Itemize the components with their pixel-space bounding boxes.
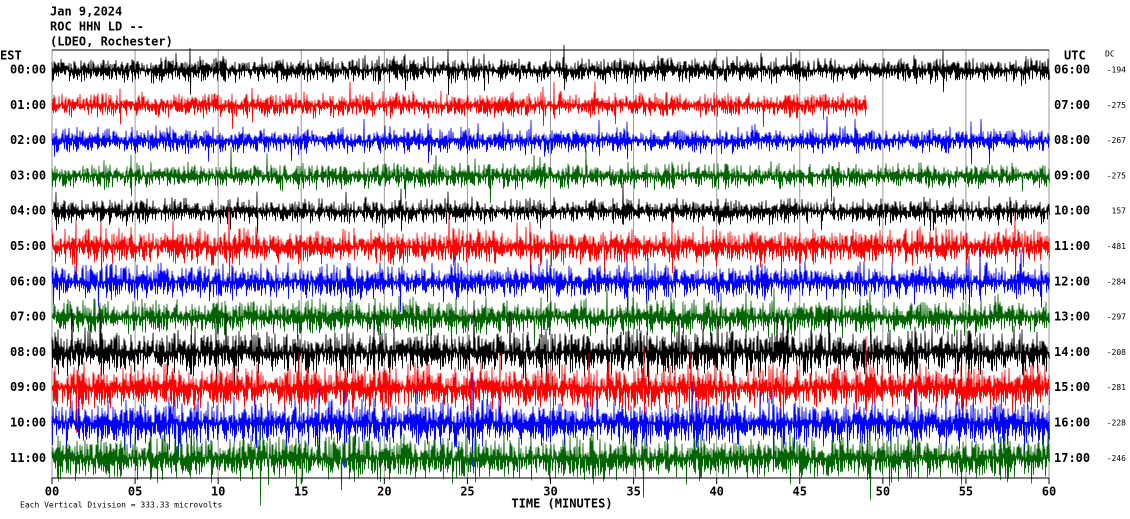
x-tick-label: 20 [377, 485, 391, 499]
x-tick-label: 00 [45, 485, 59, 499]
x-tick-label: 45 [793, 485, 807, 499]
trace [51, 248, 1050, 315]
x-tick-label: 50 [876, 485, 890, 499]
est-label: 09:00 [10, 380, 46, 394]
title-line: Jan 9,2024 [50, 5, 122, 19]
trace [51, 287, 1050, 349]
utc-label: 08:00 [1054, 133, 1090, 147]
dc-value: -208 [1107, 348, 1126, 357]
x-tick-label: 30 [543, 485, 557, 499]
x-axis-title: TIME (MINUTES) [511, 497, 612, 511]
trace [51, 336, 1050, 434]
x-tick-label: 60 [1042, 485, 1056, 499]
dc-value: -284 [1107, 277, 1126, 286]
est-label: 02:00 [10, 133, 46, 147]
utc-label: 16:00 [1054, 416, 1090, 430]
scale-note: Each Vertical Division = 333.33 microvol… [20, 501, 222, 510]
dc-value: -275 [1107, 171, 1126, 180]
utc-label: 10:00 [1054, 204, 1090, 218]
dc-value: 157 [1112, 207, 1127, 216]
trace [51, 116, 1050, 165]
title-line: (LDEO, Rochester) [50, 35, 173, 49]
dc-label: DC [1105, 50, 1115, 59]
est-label: 03:00 [10, 168, 46, 182]
x-tick-label: 40 [709, 485, 723, 499]
trace [51, 81, 867, 130]
x-tick-label: 15 [294, 485, 308, 499]
utc-label: UTC [1064, 49, 1086, 63]
x-tick-label: 55 [959, 485, 973, 499]
dc-value: -246 [1107, 454, 1126, 463]
trace [51, 146, 1050, 204]
dc-value: -267 [1107, 136, 1126, 145]
dc-value: -297 [1107, 313, 1126, 322]
est-label: 04:00 [10, 204, 46, 218]
grid [51, 50, 1050, 478]
trace [51, 207, 1050, 285]
x-tick-label: 35 [626, 485, 640, 499]
utc-label: 09:00 [1054, 168, 1090, 182]
est-label: 00:00 [10, 63, 46, 77]
utc-label: 13:00 [1054, 310, 1090, 324]
est-label: 06:00 [10, 274, 46, 288]
est-label: EST [0, 49, 22, 63]
est-label: 11:00 [10, 451, 46, 465]
utc-label: 15:00 [1054, 380, 1090, 394]
utc-label: 07:00 [1054, 98, 1090, 112]
traces [51, 44, 1050, 506]
utc-label: 06:00 [1054, 63, 1090, 77]
x-tick-label: 05 [128, 485, 142, 499]
title-line: ROC HHN LD -- [50, 20, 144, 34]
dc-value: -275 [1107, 101, 1126, 110]
utc-label: 17:00 [1054, 451, 1090, 465]
x-tick-label: 10 [211, 485, 225, 499]
dc-value: -228 [1107, 419, 1126, 428]
trace [51, 372, 1050, 472]
trace [51, 44, 1050, 96]
utc-label: 12:00 [1054, 274, 1090, 288]
trace [51, 300, 1050, 402]
est-label: 10:00 [10, 416, 46, 430]
trace [51, 182, 1050, 234]
utc-label: 11:00 [1054, 239, 1090, 253]
trace [51, 417, 1050, 506]
est-label: 08:00 [10, 345, 46, 359]
x-tick-label: 25 [460, 485, 474, 499]
est-label: 05:00 [10, 239, 46, 253]
dc-value: -481 [1107, 242, 1126, 251]
utc-label: 14:00 [1054, 345, 1090, 359]
est-label: 07:00 [10, 310, 46, 324]
dc-value: -194 [1107, 66, 1126, 75]
dc-value: -281 [1107, 383, 1126, 392]
est-label: 01:00 [10, 98, 46, 112]
